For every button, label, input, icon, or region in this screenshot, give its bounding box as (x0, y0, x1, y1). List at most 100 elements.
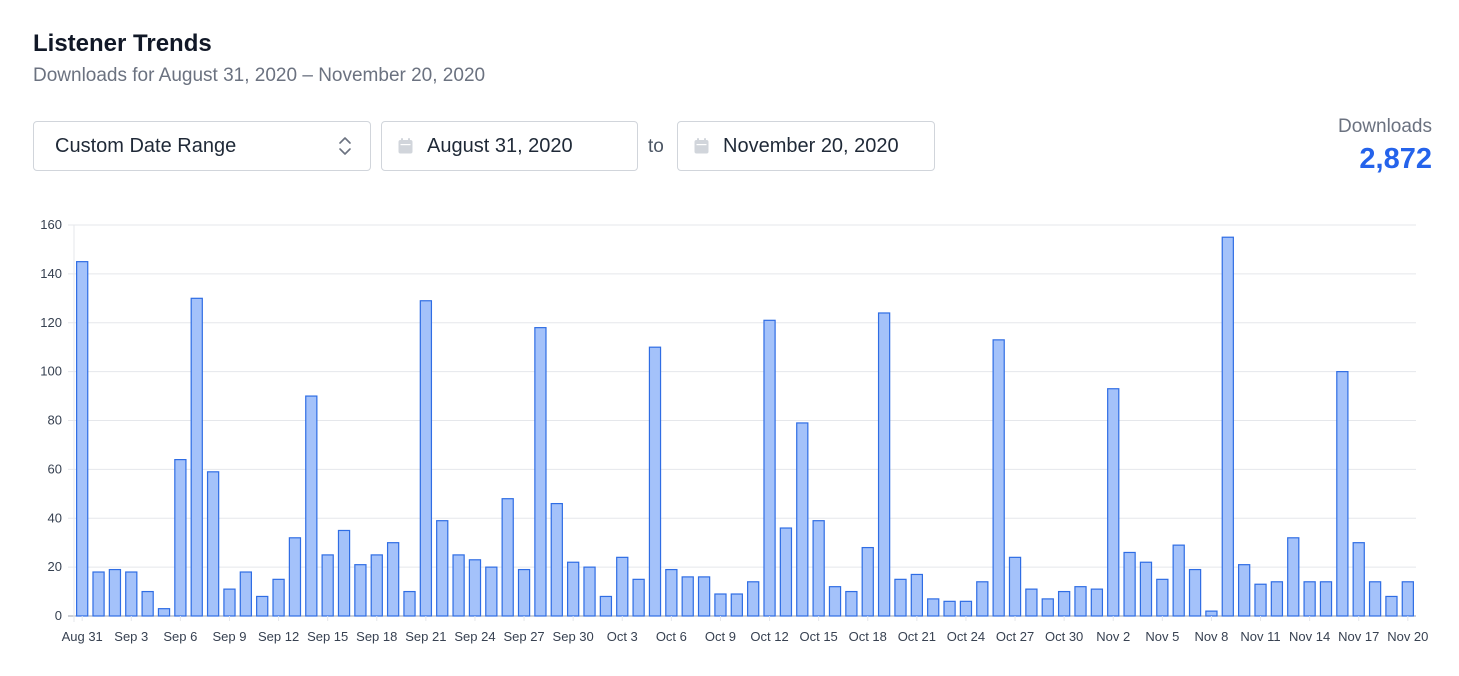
y-tick-label: 120 (40, 315, 62, 330)
bar (1336, 371, 1349, 617)
bar (1090, 588, 1104, 617)
bar (1041, 598, 1054, 617)
bar (534, 327, 547, 617)
x-tick-label: Sep 21 (405, 629, 446, 644)
x-tick-label: Oct 30 (1045, 629, 1083, 644)
end-date-value: November 20, 2020 (723, 134, 899, 157)
y-tick-label: 0 (55, 608, 62, 623)
x-tick-label: Oct 21 (898, 629, 936, 644)
x-tick-label: Sep 24 (454, 629, 495, 644)
start-date-value: August 31, 2020 (427, 134, 573, 157)
bar (1188, 568, 1202, 617)
x-tick-label: Nov 11 (1240, 629, 1280, 644)
bar (779, 527, 793, 617)
bar (1139, 561, 1153, 617)
bar (157, 608, 171, 617)
page-title: Listener Trends (33, 30, 212, 57)
bar (436, 520, 449, 617)
downloads-total: 2,872 (1359, 143, 1432, 175)
bar (894, 578, 907, 617)
bar (468, 559, 482, 617)
bar (550, 502, 563, 617)
bar (1025, 588, 1038, 617)
bar (976, 581, 989, 617)
x-tick-label: Nov 8 (1194, 629, 1228, 644)
bar (1270, 581, 1284, 617)
x-tick-label: Sep 15 (307, 629, 348, 644)
bar (206, 471, 220, 617)
x-tick-label: Nov 2 (1096, 629, 1130, 644)
bar (321, 554, 334, 617)
bar (681, 576, 694, 617)
x-tick-label: Oct 12 (750, 629, 788, 644)
bar (714, 593, 727, 617)
bar (174, 459, 187, 617)
x-tick-label: Sep 18 (356, 629, 397, 644)
bar (632, 578, 645, 617)
x-tick-label: Oct 24 (947, 629, 985, 644)
bar (76, 261, 89, 617)
bar (583, 566, 596, 617)
x-tick-label: Nov 20 (1387, 629, 1428, 644)
y-tick-label: 60 (48, 461, 62, 476)
bar (1107, 388, 1120, 617)
bar (108, 568, 122, 617)
bar (1303, 581, 1316, 617)
bar (256, 595, 269, 617)
bar (812, 520, 825, 617)
bar (1237, 564, 1251, 617)
bar (648, 346, 662, 617)
bar (828, 586, 842, 617)
bar (861, 546, 874, 617)
bar (1221, 236, 1234, 617)
bar (305, 395, 318, 617)
x-tick-label: Oct 27 (996, 629, 1034, 644)
x-tick-label: Sep 9 (212, 629, 246, 644)
chevron-up-down-icon (339, 137, 351, 155)
x-tick-label: Sep 27 (503, 629, 544, 644)
bar (943, 600, 956, 617)
bar (959, 600, 973, 617)
bar (452, 554, 465, 617)
bar (190, 297, 203, 617)
calendar-icon (398, 138, 413, 154)
x-tick-label: Oct 9 (705, 629, 736, 644)
y-tick-label: 20 (48, 559, 62, 574)
bar (697, 576, 711, 617)
date-range-select[interactable]: Custom Date Range (33, 121, 371, 171)
bar (1172, 544, 1185, 617)
bar (485, 566, 498, 617)
bar (763, 319, 776, 617)
x-tick-label: Oct 15 (799, 629, 837, 644)
y-tick-label: 100 (40, 364, 62, 379)
bar (272, 578, 285, 617)
bar (223, 588, 236, 617)
bar (1008, 556, 1022, 617)
bar (1123, 551, 1136, 617)
x-tick-label: Oct 6 (656, 629, 687, 644)
bar (1205, 610, 1218, 617)
end-date-field[interactable]: November 20, 2020 (677, 121, 935, 171)
bar (1385, 595, 1398, 617)
x-tick-label: Sep 6 (163, 629, 197, 644)
bar (1057, 590, 1071, 617)
bar (354, 564, 367, 617)
bar (1287, 537, 1300, 617)
x-tick-label: Nov 14 (1289, 629, 1330, 644)
y-tick-label: 160 (40, 217, 62, 232)
bar (92, 571, 105, 617)
bar (1074, 586, 1087, 617)
calendar-icon (694, 138, 709, 154)
bar (730, 593, 743, 617)
bar (910, 573, 924, 617)
bar (877, 312, 891, 617)
x-tick-label: Nov 5 (1145, 629, 1179, 644)
start-date-field[interactable]: August 31, 2020 (381, 121, 638, 171)
y-tick-label: 140 (40, 266, 62, 281)
x-tick-label: Sep 3 (114, 629, 148, 644)
bar (1319, 581, 1333, 617)
x-tick-label: Sep 30 (553, 629, 594, 644)
to-label: to (648, 136, 664, 157)
bar (1254, 583, 1267, 617)
x-tick-label: Nov 17 (1338, 629, 1379, 644)
